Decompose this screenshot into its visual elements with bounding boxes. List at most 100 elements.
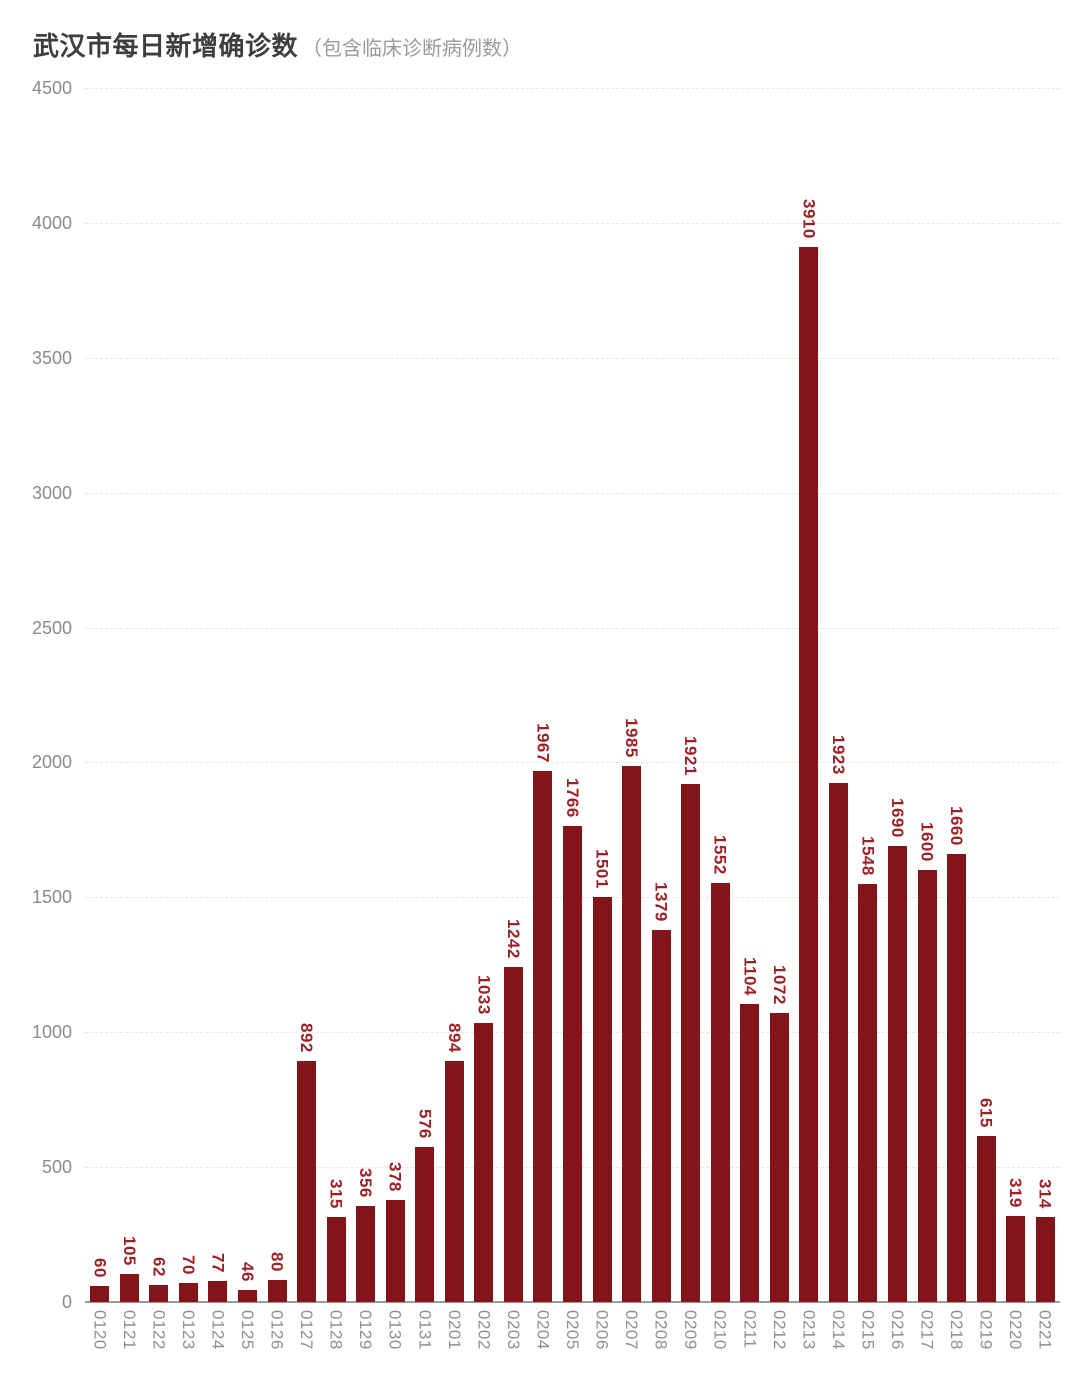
bar-0221	[1035, 1217, 1055, 1302]
bar-0207	[622, 766, 642, 1302]
bar-value-label-0203: 1242	[503, 919, 523, 959]
x-tick-label-0129: 0129	[356, 1310, 376, 1350]
y-tick-label-0: 0	[61, 1292, 72, 1312]
x-tick-label-0217: 0217	[917, 1310, 937, 1350]
bar-value-label-0205: 1766	[563, 778, 582, 818]
x-tick-label-0207: 0207	[622, 1310, 642, 1350]
bar-value-label-0213: 3910	[799, 199, 819, 239]
bar-chart: 0 500 1000 1500 2000 2500 3000 3500 4000 4500 60 01…	[32, 79, 1060, 1350]
bar-0203	[503, 967, 523, 1302]
y-tick-label-2000: 2000	[31, 752, 72, 773]
bar-0129	[356, 1206, 376, 1302]
y-tick-label-1000: 1000	[31, 1022, 72, 1043]
bar-0210	[710, 883, 730, 1302]
x-tick-label-0218: 0218	[947, 1310, 967, 1350]
bar-value-label-0127: 892	[297, 1023, 317, 1053]
x-tick-label-0124: 0124	[208, 1310, 228, 1350]
bar-value-label-0207: 1985	[622, 718, 642, 758]
bar-0219	[976, 1136, 996, 1302]
bar-value-label-0129: 356	[356, 1168, 376, 1198]
x-tick-label-0131: 0131	[415, 1310, 435, 1350]
x-tick-label-0128: 0128	[326, 1310, 346, 1350]
y-tick-label-2500: 2500	[31, 617, 72, 638]
bar-0201	[444, 1061, 464, 1302]
bar-0215	[858, 884, 878, 1302]
bar-value-label-0215: 1548	[858, 836, 878, 876]
bar-0126	[267, 1280, 287, 1302]
x-tick-label-0203: 0203	[503, 1310, 523, 1350]
page-subtitle: （包含临床诊断病例数）	[302, 38, 523, 60]
bar-0206	[592, 897, 612, 1302]
bar-value-label-0124: 77	[208, 1253, 228, 1273]
bar-0122	[149, 1285, 169, 1302]
y-tick-label-1500: 1500	[31, 887, 72, 908]
y-tick-label-3000: 3000	[31, 482, 72, 503]
bar-value-label-0204: 1967	[533, 723, 553, 763]
x-tick-label-0209: 0209	[681, 1310, 701, 1350]
bar-value-label-0122: 62	[149, 1257, 169, 1277]
bar-value-label-0209: 1921	[681, 736, 701, 776]
bar-value-label-0120: 60	[90, 1258, 110, 1278]
bar-value-label-0125: 46	[238, 1262, 257, 1282]
bar-0131	[415, 1147, 435, 1302]
x-tick-label-0215: 0215	[858, 1310, 878, 1350]
y-tick-label-500: 500	[41, 1157, 72, 1178]
bar-value-label-0212: 1072	[769, 965, 789, 1005]
x-tick-label-0202: 0202	[474, 1310, 494, 1350]
x-tick-label-0212: 0212	[769, 1310, 789, 1350]
gridline-3500	[85, 357, 1060, 359]
bar-0220	[1006, 1216, 1026, 1302]
bar-0217	[917, 870, 937, 1302]
x-axis-line	[85, 1301, 1060, 1303]
bar-value-label-0206: 1501	[592, 849, 612, 889]
x-tick-label-0127: 0127	[297, 1310, 317, 1350]
bar-value-label-0208: 1379	[651, 882, 671, 922]
bar-value-label-0210: 1552	[710, 835, 730, 875]
bar-0130	[385, 1200, 405, 1302]
bar-value-label-0121: 105	[119, 1236, 139, 1266]
bar-0213	[799, 247, 819, 1302]
bar-value-label-0126: 80	[267, 1252, 287, 1272]
bar-value-label-0219: 615	[976, 1098, 996, 1128]
bar-value-label-0211: 1104	[740, 957, 760, 996]
page-title: 武汉市每日新增确诊数	[33, 31, 299, 61]
bar-value-label-0217: 1600	[917, 822, 937, 862]
bar-0125	[238, 1290, 257, 1302]
bar-value-label-0214: 1923	[828, 735, 848, 775]
gridline-3000	[85, 492, 1060, 494]
bar-value-label-0130: 378	[385, 1162, 405, 1192]
x-tick-label-0213: 0213	[799, 1310, 819, 1350]
x-tick-label-0126: 0126	[267, 1310, 287, 1350]
bar-0211	[740, 1004, 760, 1302]
bar-0208	[651, 930, 671, 1302]
bar-value-label-0131: 576	[415, 1109, 435, 1139]
x-tick-label-0208: 0208	[651, 1310, 671, 1350]
x-tick-label-0122: 0122	[149, 1310, 169, 1350]
y-tick-label-3500: 3500	[31, 347, 72, 368]
bar-value-label-0202: 1033	[474, 975, 494, 1015]
bar-0205	[563, 826, 582, 1302]
bar-0124	[208, 1281, 228, 1302]
bar-0204	[533, 771, 553, 1302]
bar-value-label-0216: 1690	[888, 798, 907, 838]
x-tick-label-0221: 0221	[1035, 1310, 1055, 1350]
x-tick-label-0214: 0214	[828, 1310, 848, 1350]
bar-0202	[474, 1023, 494, 1302]
bar-0212	[769, 1013, 789, 1302]
bar-value-label-0123: 70	[178, 1255, 198, 1275]
x-tick-label-0205: 0205	[563, 1310, 582, 1350]
bar-0209	[681, 784, 701, 1302]
bar-0214	[828, 783, 848, 1302]
x-tick-label-0210: 0210	[710, 1310, 730, 1350]
gridline-4000	[85, 222, 1060, 224]
bar-value-label-0128: 315	[326, 1179, 346, 1209]
bar-0120	[90, 1286, 110, 1302]
x-tick-label-0211: 0211	[740, 1310, 760, 1349]
bar-value-label-0220: 319	[1006, 1178, 1026, 1208]
x-tick-label-0123: 0123	[178, 1310, 198, 1350]
bar-value-label-0201: 894	[444, 1023, 464, 1053]
gridline-4500	[85, 88, 1060, 89]
bar-0121	[119, 1274, 139, 1302]
x-tick-label-0201: 0201	[444, 1310, 464, 1350]
